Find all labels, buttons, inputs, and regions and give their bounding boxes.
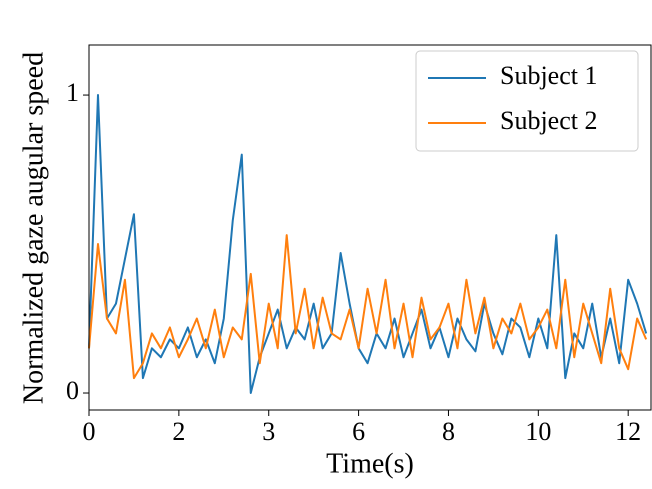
x-tick-label: 8 xyxy=(442,417,455,446)
x-tick-label: 6 xyxy=(352,417,365,446)
y-tick-label: 1 xyxy=(66,78,79,107)
x-axis-label: Time(s) xyxy=(326,448,414,479)
legend-label: Subject 2 xyxy=(500,106,598,135)
x-tick-label: 12 xyxy=(615,417,641,446)
data-line xyxy=(88,234,648,380)
x-tick-label: 2 xyxy=(172,417,185,446)
legend-label: Subject 1 xyxy=(500,61,598,90)
y-axis-label: Normalized gaze augular speed xyxy=(18,52,49,404)
x-tick-label: 3 xyxy=(262,417,275,446)
data-line xyxy=(88,94,648,395)
x-tick-label: 0 xyxy=(83,417,96,446)
y-tick-label: 0 xyxy=(66,376,79,405)
legend-box xyxy=(415,50,639,152)
x-tick-label: 10 xyxy=(525,417,551,446)
plot-frame xyxy=(88,44,652,411)
